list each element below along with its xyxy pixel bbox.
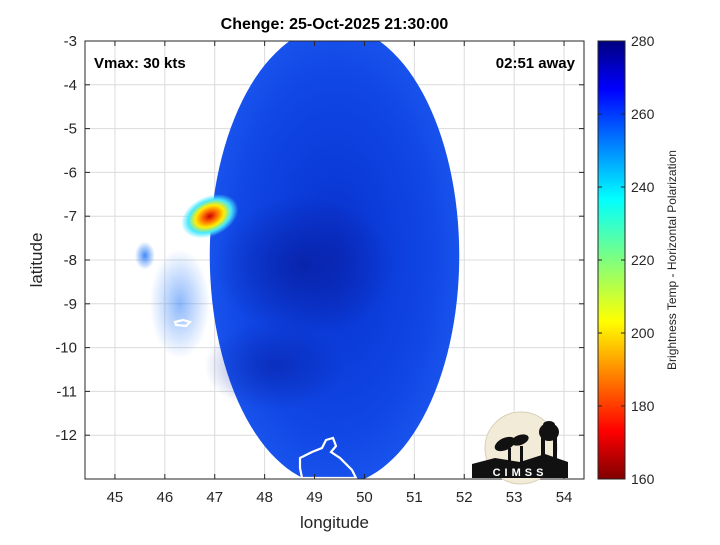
y-tick-label: -11	[56, 383, 77, 400]
colorbar-tick-label: 280	[631, 33, 655, 49]
warm-patch	[134, 241, 155, 270]
convective-cell	[181, 194, 239, 239]
vmax-annotation: Vmax: 30 kts	[94, 55, 186, 72]
coastline-islet	[115, 464, 127, 479]
colorbar-ticks: 160 180 200 220 240 260 280	[598, 33, 655, 487]
x-tick-label: 48	[256, 489, 273, 506]
x-tick-label: 53	[506, 489, 523, 506]
colorbar-tick-label: 260	[631, 106, 655, 122]
x-tick-label: 47	[206, 489, 223, 506]
colorbar-tick-label: 220	[631, 252, 655, 268]
y-tick-label: -4	[64, 77, 77, 94]
chart-title: Chenge: 25-Oct-2025 21:30:00	[221, 16, 449, 33]
y-tick-label: -9	[64, 296, 77, 313]
x-tick-label: 46	[156, 489, 173, 506]
y-tick-label: -12	[55, 427, 77, 444]
logo-text: CIMSS	[493, 467, 548, 479]
y-axis-ticks: -3 -4 -5 -6 -7 -8 -9 -10 -11 -12	[55, 33, 584, 444]
colorbar-gradient	[597, 40, 626, 480]
x-tick-label: 54	[556, 489, 573, 506]
y-tick-label: -8	[64, 252, 77, 269]
colorbar-tick-label: 240	[631, 179, 655, 195]
cimss-logo: CIMSS	[472, 411, 568, 485]
y-tick-label: -6	[64, 164, 77, 181]
x-tick-label: 49	[306, 489, 323, 506]
coastline-madagascar	[298, 436, 358, 479]
y-tick-label: -7	[64, 208, 77, 225]
x-tick-label: 50	[356, 489, 373, 506]
colorbar-tick-label: 180	[631, 398, 655, 414]
coastline-island	[173, 318, 193, 328]
x-tick-label: 52	[456, 489, 473, 506]
colorbar-label: Brightness Temp - Horizontal Polarizatio…	[665, 150, 679, 370]
y-tick-label: -10	[55, 340, 77, 357]
plot-area	[85, 41, 584, 479]
storm-core	[214, 195, 395, 336]
time-away-annotation: 02:51 away	[496, 55, 576, 72]
coastline-islet	[225, 414, 234, 423]
colorbar-tick-label: 200	[631, 325, 655, 341]
colorbar: 160 180 200 220 240 260 280 Brightness Temp - …	[597, 33, 679, 487]
x-axis-label: longitude	[300, 513, 369, 532]
y-tick-label: -5	[64, 121, 77, 138]
x-axis-ticks: 45 46 47 48 49 50 51 52 53 54	[107, 41, 573, 506]
x-tick-label: 45	[107, 489, 124, 506]
coastline	[85, 318, 358, 479]
coastline-islet	[85, 439, 92, 454]
colorbar-tick-label: 160	[631, 471, 655, 487]
warm-band	[149, 248, 210, 359]
cold-band	[204, 320, 345, 411]
x-tick-label: 51	[406, 489, 423, 506]
microwave-swath	[134, 41, 460, 479]
y-axis-label: latitude	[27, 233, 46, 288]
y-tick-label: -3	[64, 33, 77, 50]
